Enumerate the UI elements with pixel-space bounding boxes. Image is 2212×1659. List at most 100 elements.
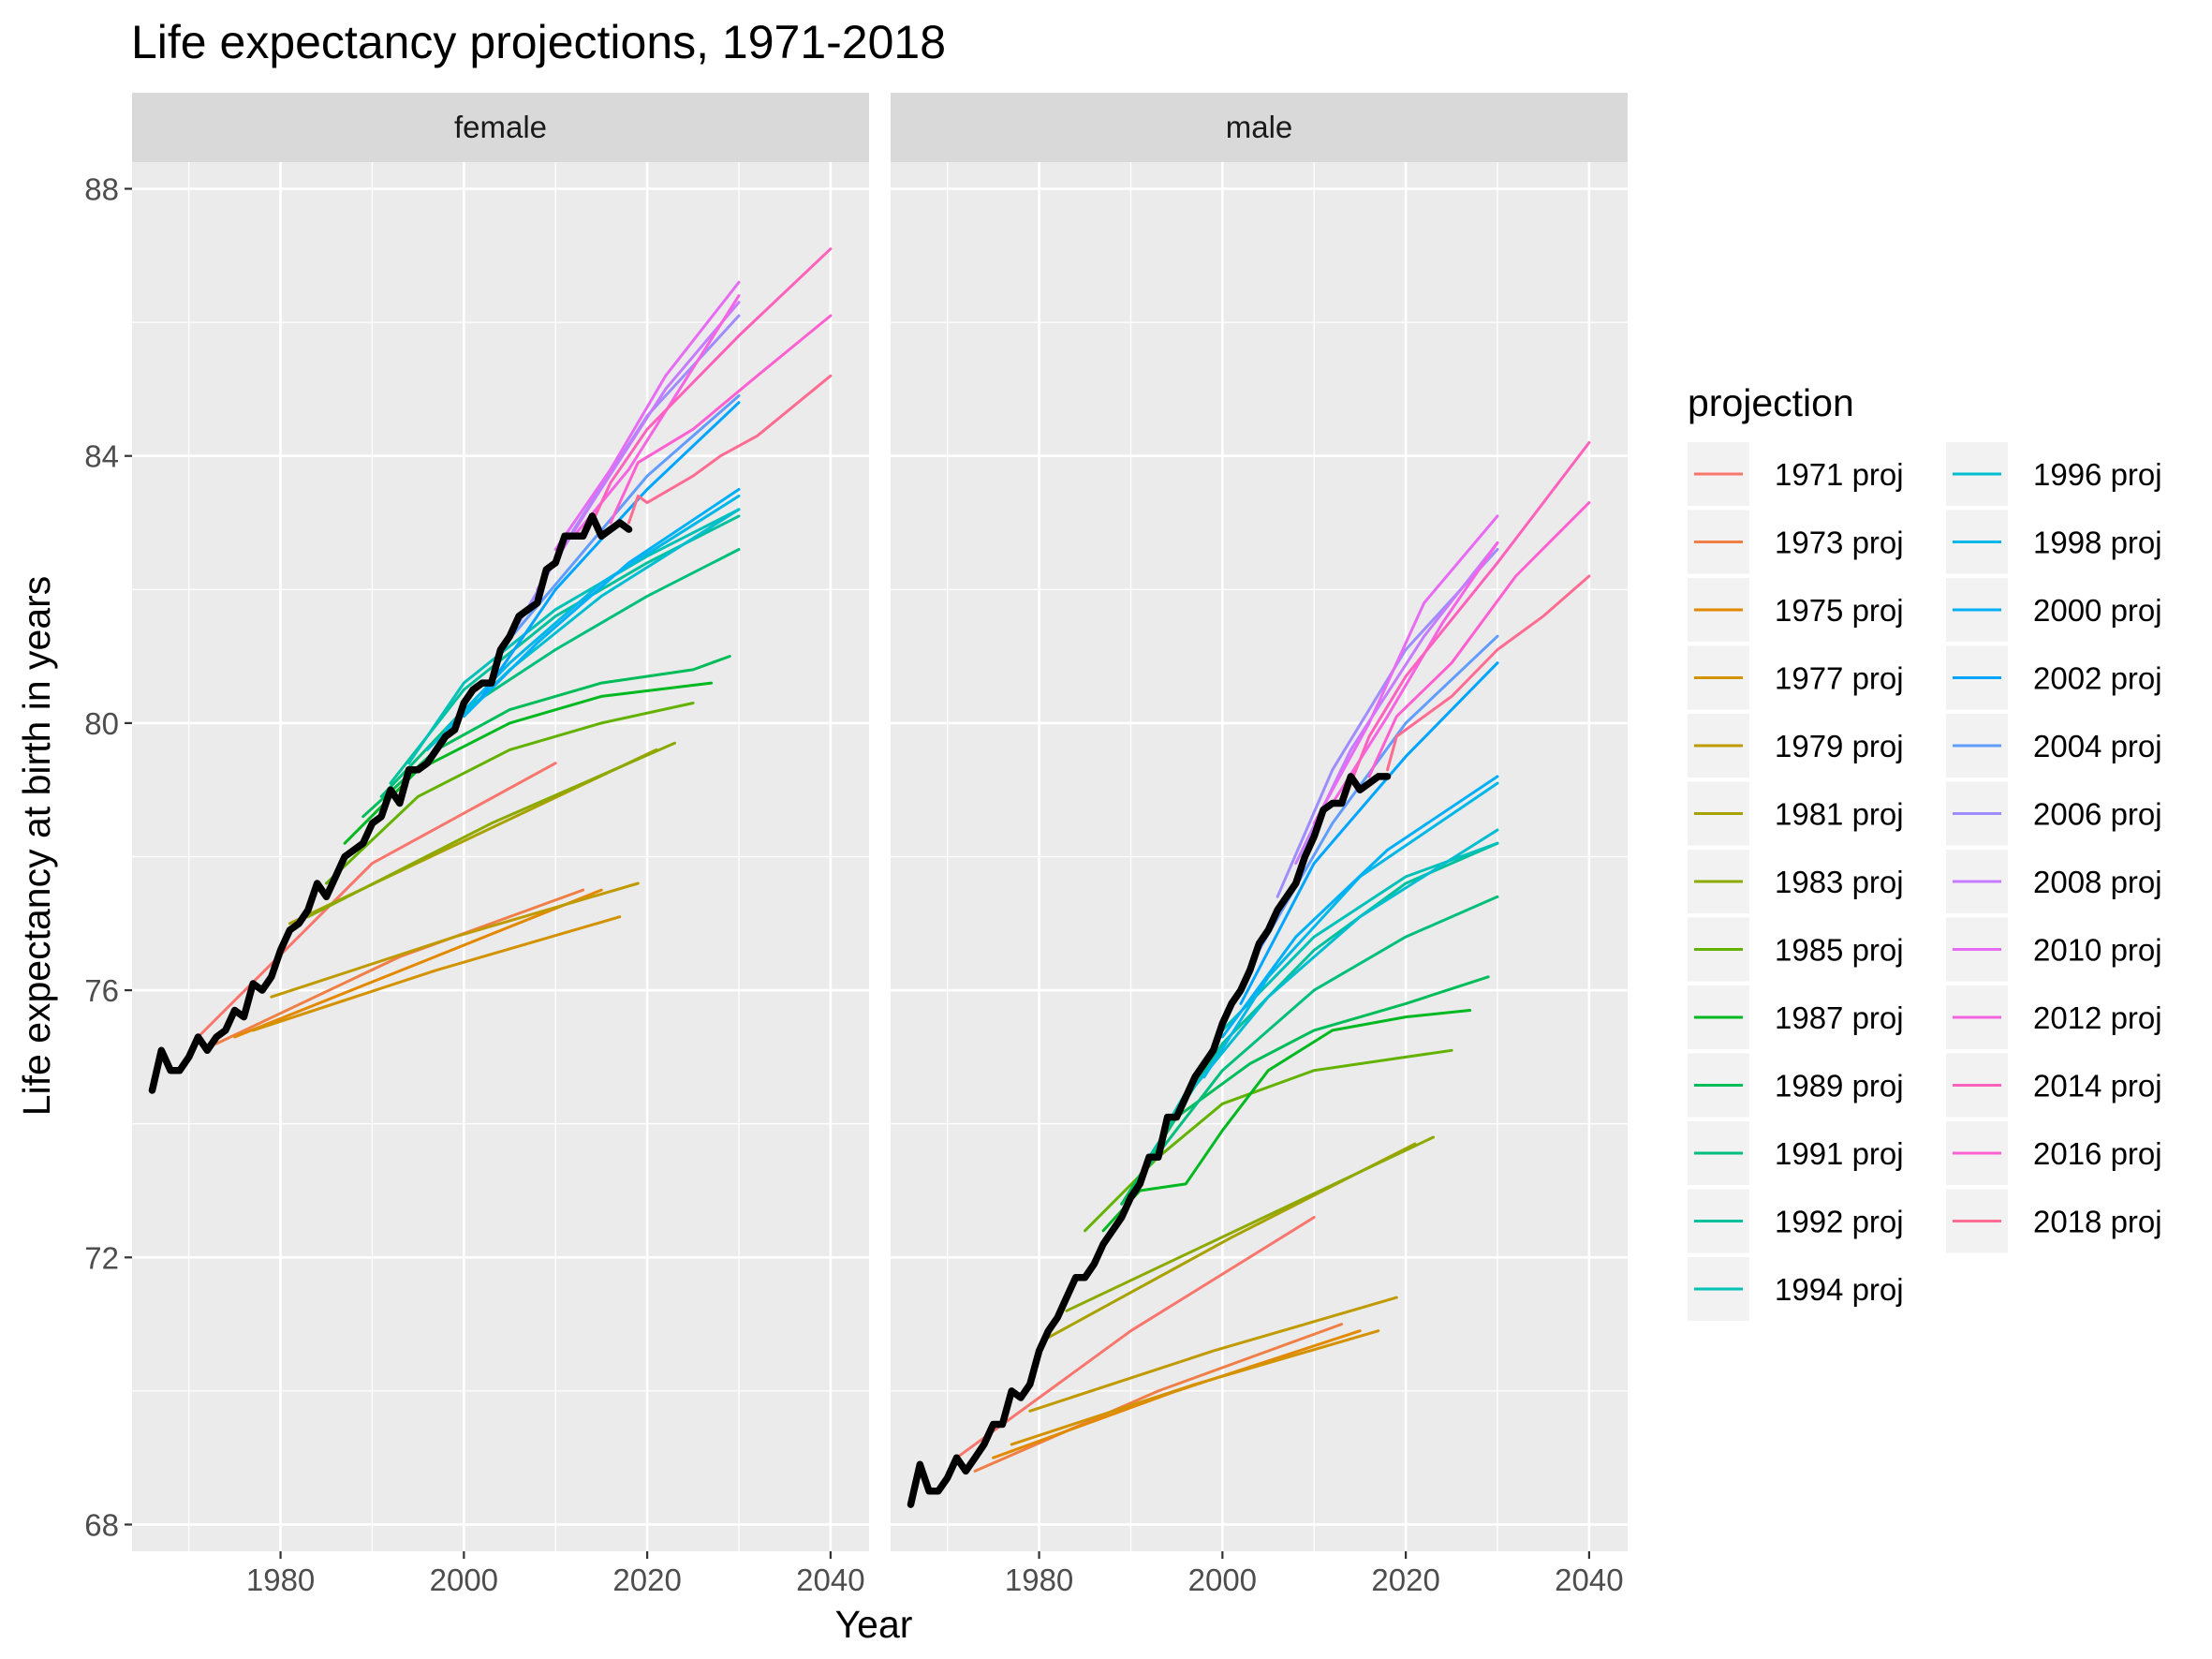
series-lines <box>148 247 833 1094</box>
facet-strip-label: male <box>1226 110 1293 144</box>
legend-label: 1992 proj <box>1775 1205 1904 1239</box>
series-line-1996-proj <box>1184 828 1499 1099</box>
facet-strip-female <box>132 93 869 162</box>
series-line-1985-proj <box>325 702 695 885</box>
series-line-1983-proj <box>306 741 676 919</box>
legend-label: 2008 proj <box>2033 865 2162 899</box>
legend-item: 1994 proj <box>1688 1257 1904 1321</box>
series-line-1975-proj <box>233 888 603 1039</box>
facet-panels: female 1980 2000 2020 2040 68 72 76 80 84 88 male 19… <box>84 93 1628 1597</box>
legend-label: 2010 proj <box>2033 933 2162 968</box>
legend-item: 2012 proj <box>1946 985 2162 1049</box>
observed-line <box>148 512 633 1094</box>
legend-item: 2018 proj <box>1946 1189 2162 1253</box>
legend-item: 1975 proj <box>1688 578 1904 642</box>
series-line-1996-proj <box>425 508 741 751</box>
series-line-2018-proj <box>1386 574 1591 772</box>
series-line-2010-proj <box>553 280 741 551</box>
series-line-1973-proj <box>973 1323 1344 1473</box>
series-line-1991-proj <box>1138 895 1499 1179</box>
series-line-1994-proj <box>407 508 741 765</box>
series-line-1983-proj <box>1065 1135 1435 1312</box>
legend-label: 1971 proj <box>1775 457 1904 492</box>
x-tick-label: 1980 <box>246 1563 315 1597</box>
series-line-1971-proj <box>955 1216 1316 1459</box>
facet-strip-male <box>891 93 1628 162</box>
legend-item: 1996 proj <box>1946 442 2162 506</box>
series-line-1979-proj <box>270 881 640 999</box>
panel-male: male 1980 2000 2020 2040 <box>891 93 1628 1597</box>
legend-label: 1975 proj <box>1775 593 1904 628</box>
y-tick-label: 88 <box>84 172 119 207</box>
series-line-2018-proj <box>627 374 833 525</box>
legend-label: 1977 proj <box>1775 661 1904 696</box>
series-line-1973-proj <box>214 888 585 1045</box>
y-tick-label: 80 <box>84 706 119 741</box>
legend-label: 1996 proj <box>2033 457 2162 492</box>
legend-label: 2012 proj <box>2033 1000 2162 1035</box>
series-line-1979-proj <box>1028 1296 1398 1413</box>
x-axis-title: Year <box>835 1603 913 1646</box>
series-line-2016-proj <box>609 314 833 525</box>
series-line-2014-proj <box>1349 441 1591 785</box>
series-line-2000-proj <box>462 487 741 718</box>
legend-label: 1989 proj <box>1775 1069 1904 1104</box>
legend-item: 2002 proj <box>1946 645 2162 710</box>
x-tick-label: 2000 <box>430 1563 498 1597</box>
legend-label: 1994 proj <box>1775 1272 1904 1307</box>
series-line-2016-proj <box>1367 501 1591 778</box>
legend-label: 2004 proj <box>2033 729 2162 763</box>
y-tick-label: 68 <box>84 1507 119 1542</box>
x-tick-label: 2000 <box>1188 1563 1257 1597</box>
series-line-1991-proj <box>379 548 741 798</box>
legend-item: 1979 proj <box>1688 714 1904 778</box>
legend-item: 2000 proj <box>1946 578 2162 642</box>
legend-label: 1973 proj <box>1775 526 1904 560</box>
legend-label: 2018 proj <box>2033 1205 2162 1239</box>
legend-item: 2010 proj <box>1946 917 2162 982</box>
legend-item: 1977 proj <box>1688 645 1904 710</box>
legend-label: 2000 proj <box>2033 593 2162 628</box>
legend-item: 2014 proj <box>1946 1053 2162 1118</box>
legend: projection 1971 proj 1973 proj 1975 proj 19… <box>1688 381 2162 1321</box>
legend-item: 1992 proj <box>1688 1189 1904 1253</box>
legend-label: 2014 proj <box>2033 1069 2162 1104</box>
facet-strip-label: female <box>454 110 547 144</box>
panel-female: female 1980 2000 2020 2040 68 72 76 80 84 88 <box>84 93 869 1597</box>
legend-label: 1983 proj <box>1775 865 1904 899</box>
x-tick-label: 2020 <box>612 1563 681 1597</box>
legend-label: 1985 proj <box>1775 933 1904 968</box>
legend-label: 1987 proj <box>1775 1000 1904 1035</box>
series-line-1977-proj <box>1010 1329 1380 1446</box>
legend-label: 2016 proj <box>2033 1136 2162 1171</box>
legend-item: 2004 proj <box>1946 714 2162 778</box>
legend-item: 1985 proj <box>1688 917 1904 982</box>
legend-item: 2008 proj <box>1946 850 2162 913</box>
y-tick-label: 84 <box>84 439 119 474</box>
series-line-2002-proj <box>1239 661 1499 1005</box>
legend-label: 1991 proj <box>1775 1136 1904 1171</box>
legend-label: 2006 proj <box>2033 797 2162 832</box>
series-line-1971-proj <box>197 762 557 1039</box>
legend-title: projection <box>1688 381 1854 424</box>
series-line-2000-proj <box>1220 775 1499 1039</box>
legend-item: 1991 proj <box>1688 1121 1904 1185</box>
legend-item: 1971 proj <box>1688 442 1904 506</box>
x-tick-label: 2040 <box>1555 1563 1623 1597</box>
series-line-2014-proj <box>590 247 833 525</box>
legend-label: 2002 proj <box>2033 661 2162 696</box>
series-line-1989-proj <box>361 655 731 819</box>
series-lines <box>907 441 1591 1508</box>
chart-title: Life expectancy projections, 1971-2018 <box>131 16 946 68</box>
legend-item: 1973 proj <box>1688 510 1904 574</box>
y-tick-label: 72 <box>84 1240 119 1275</box>
x-tick-label: 1980 <box>1005 1563 1073 1597</box>
y-axis-title: Life expectancy at birth in years <box>15 576 58 1117</box>
series-line-1987-proj <box>1101 1009 1472 1233</box>
legend-item: 1987 proj <box>1688 985 1904 1049</box>
observed-line <box>907 773 1392 1508</box>
legend-item: 2016 proj <box>1946 1121 2162 1185</box>
legend-item: 1989 proj <box>1688 1053 1904 1118</box>
legend-label: 1998 proj <box>2033 526 2162 560</box>
